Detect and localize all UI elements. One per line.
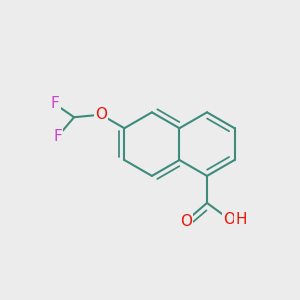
Text: F: F [53,129,62,144]
Text: O: O [223,212,235,226]
Text: F: F [50,97,59,112]
Text: H: H [236,212,247,226]
Text: O: O [180,214,192,229]
Text: O: O [95,107,107,122]
